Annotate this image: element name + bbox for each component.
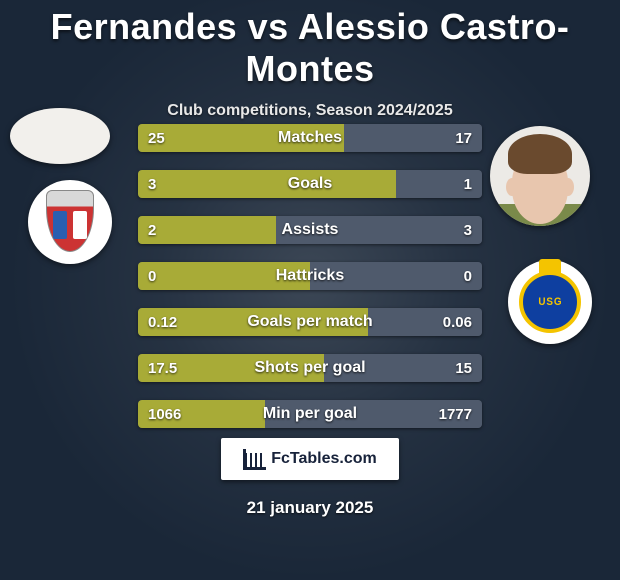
stat-row: 23Assists — [138, 216, 482, 244]
stat-fill-left — [138, 216, 276, 244]
stat-fill-left — [138, 124, 344, 152]
stat-value-right: 1777 — [439, 400, 472, 428]
club-right-code: USG — [538, 296, 562, 308]
stat-fill-right — [310, 262, 482, 290]
brand-badge: FcTables.com — [221, 438, 399, 480]
player-right-avatar — [490, 126, 590, 226]
stat-bars: 2517Matches31Goals23Assists00Hattricks0.… — [138, 124, 482, 446]
snapshot-date: 21 january 2025 — [0, 498, 620, 518]
stat-value-left: 0.12 — [148, 308, 177, 336]
stat-row: 2517Matches — [138, 124, 482, 152]
comparison-title: Fernandes vs Alessio Castro-Montes — [0, 0, 620, 90]
stat-value-left: 0 — [148, 262, 156, 290]
stat-value-right: 0 — [464, 262, 472, 290]
stat-value-right: 17 — [455, 124, 472, 152]
stat-value-right: 1 — [464, 170, 472, 198]
stat-value-left: 25 — [148, 124, 165, 152]
club-left-badge — [28, 180, 112, 264]
stat-value-left: 3 — [148, 170, 156, 198]
stat-fill-right — [276, 216, 482, 244]
stat-value-right: 0.06 — [443, 308, 472, 336]
brand-mark-icon — [243, 448, 265, 470]
stat-value-left: 17.5 — [148, 354, 177, 382]
stat-value-left: 1066 — [148, 400, 181, 428]
stat-row: 10661777Min per goal — [138, 400, 482, 428]
stat-fill-left — [138, 170, 396, 198]
stat-fill-left — [138, 262, 310, 290]
stat-row: 0.120.06Goals per match — [138, 308, 482, 336]
brand-text: FcTables.com — [271, 450, 377, 468]
stat-value-right: 3 — [464, 216, 472, 244]
stat-value-right: 15 — [455, 354, 472, 382]
stat-row: 00Hattricks — [138, 262, 482, 290]
club-right-badge: USG — [508, 260, 592, 344]
stat-row: 17.515Shots per goal — [138, 354, 482, 382]
player-left-avatar — [10, 108, 110, 164]
stat-value-left: 2 — [148, 216, 156, 244]
stat-row: 31Goals — [138, 170, 482, 198]
